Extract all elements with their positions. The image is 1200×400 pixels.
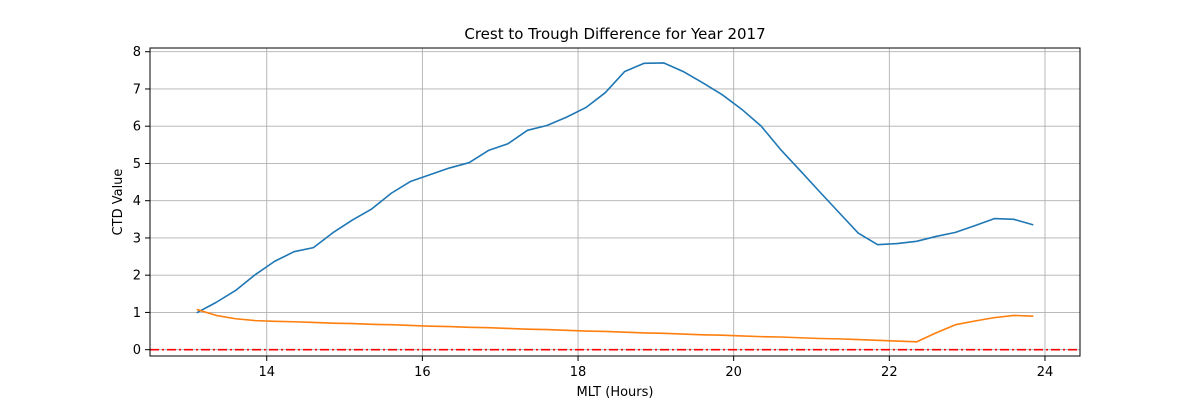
y-tick-label: 3 [133,231,141,246]
x-tick-label: 16 [414,365,431,380]
x-tick-label: 22 [881,365,898,380]
y-tick-label: 7 [133,82,141,97]
x-tick-label: 18 [570,365,587,380]
plot-frame [149,47,1081,357]
y-tick-label: 6 [133,120,141,135]
y-tick-label: 2 [133,269,141,284]
y-tick-label: 5 [133,157,141,172]
series-line-2 [196,308,1034,343]
chart-title: Crest to Trough Difference for Year 2017 [464,25,765,43]
x-tick-label: 20 [725,365,742,380]
y-tick-label: 0 [133,343,141,358]
y-axis-title: CTD Value [111,169,126,236]
y-tick-label: 1 [133,306,141,321]
grid [150,48,1080,356]
ticks: 14 16 18 20 22 24 0 1 2 3 4 5 6 7 8 [133,45,1054,380]
y-tick-label: 8 [133,45,141,60]
x-axis-title: MLT (Hours) [577,385,654,400]
series-line-1 [196,62,1034,314]
x-tick-label: 14 [258,365,275,380]
y-tick-label: 4 [133,194,141,209]
x-tick-label: 24 [1037,365,1054,380]
series-layer [196,62,1034,343]
